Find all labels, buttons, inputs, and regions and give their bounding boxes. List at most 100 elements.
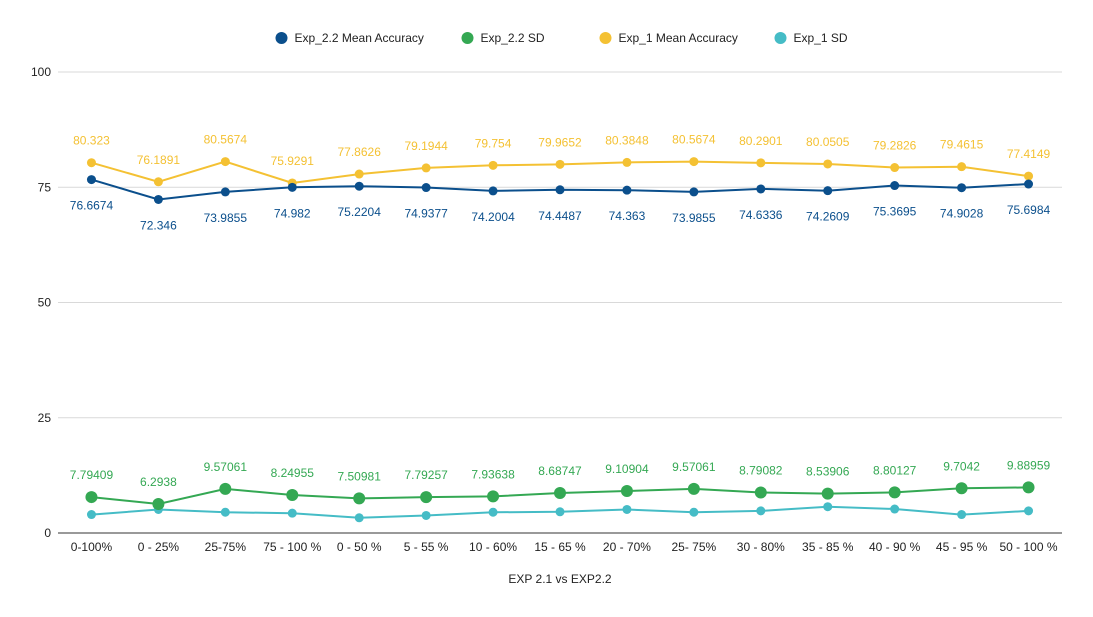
data-point[interactable] bbox=[153, 194, 163, 204]
data-point[interactable] bbox=[1022, 481, 1035, 494]
data-point[interactable] bbox=[622, 185, 632, 195]
data-label: 7.79257 bbox=[404, 468, 448, 482]
data-point[interactable] bbox=[86, 510, 96, 520]
x-tick-label: 15 - 65 % bbox=[534, 540, 586, 554]
data-point[interactable] bbox=[220, 157, 230, 167]
data-point[interactable] bbox=[823, 186, 833, 196]
data-label: 77.8626 bbox=[338, 145, 382, 159]
legend-marker bbox=[774, 32, 787, 44]
data-label: 73.9855 bbox=[672, 211, 716, 225]
legend-marker bbox=[461, 32, 474, 44]
data-label: 8.68747 bbox=[538, 464, 582, 478]
data-point[interactable] bbox=[890, 181, 900, 191]
x-axis-title: EXP 2.1 vs EXP2.2 bbox=[508, 572, 611, 586]
data-point[interactable] bbox=[620, 485, 633, 498]
data-point[interactable] bbox=[890, 163, 900, 173]
legend-marker bbox=[599, 32, 612, 44]
data-label: 8.24955 bbox=[271, 466, 315, 480]
data-point[interactable] bbox=[86, 158, 96, 168]
data-point[interactable] bbox=[957, 183, 967, 193]
data-point[interactable] bbox=[754, 486, 767, 499]
data-label: 79.1944 bbox=[404, 139, 448, 153]
data-point[interactable] bbox=[220, 507, 230, 517]
data-point[interactable] bbox=[487, 490, 500, 503]
data-point[interactable] bbox=[354, 181, 364, 191]
data-label: 79.2826 bbox=[873, 139, 917, 153]
data-point[interactable] bbox=[488, 160, 498, 170]
x-tick-label: 25- 75% bbox=[672, 540, 717, 554]
data-label: 9.57061 bbox=[672, 460, 716, 474]
data-point[interactable] bbox=[354, 513, 364, 523]
data-label: 80.5674 bbox=[204, 133, 248, 147]
data-point[interactable] bbox=[756, 158, 766, 168]
data-point[interactable] bbox=[957, 510, 967, 520]
data-point[interactable] bbox=[353, 492, 366, 505]
legend-item[interactable]: Exp_1 Mean Accuracy bbox=[599, 31, 738, 45]
x-tick-label: 0 - 25% bbox=[138, 540, 180, 554]
data-point[interactable] bbox=[219, 482, 232, 495]
data-point[interactable] bbox=[622, 157, 632, 167]
data-point[interactable] bbox=[756, 506, 766, 516]
data-point[interactable] bbox=[689, 157, 699, 167]
y-tick-label: 100 bbox=[31, 65, 51, 79]
data-point[interactable] bbox=[821, 487, 834, 500]
data-point[interactable] bbox=[823, 502, 833, 512]
data-point[interactable] bbox=[955, 482, 968, 495]
data-point[interactable] bbox=[756, 184, 766, 194]
data-point[interactable] bbox=[957, 162, 967, 172]
data-point[interactable] bbox=[85, 491, 98, 504]
x-tick-label: 30 - 80% bbox=[737, 540, 785, 554]
data-point[interactable] bbox=[286, 488, 299, 501]
data-label: 8.80127 bbox=[873, 463, 917, 477]
data-point[interactable] bbox=[421, 163, 431, 173]
data-point[interactable] bbox=[86, 175, 96, 185]
data-point[interactable] bbox=[689, 507, 699, 517]
data-point[interactable] bbox=[1024, 506, 1034, 516]
data-point[interactable] bbox=[153, 177, 163, 187]
data-point[interactable] bbox=[555, 507, 565, 517]
data-point[interactable] bbox=[687, 482, 700, 495]
data-point[interactable] bbox=[287, 182, 297, 192]
data-point[interactable] bbox=[421, 510, 431, 520]
data-point[interactable] bbox=[554, 486, 566, 499]
data-point[interactable] bbox=[1024, 171, 1034, 181]
legend-item[interactable]: Exp_2.2 Mean Accuracy bbox=[275, 31, 424, 45]
data-point[interactable] bbox=[689, 187, 699, 197]
data-point[interactable] bbox=[622, 504, 632, 514]
data-point[interactable] bbox=[354, 169, 364, 179]
data-point[interactable] bbox=[555, 159, 565, 169]
data-label: 75.9291 bbox=[271, 154, 315, 168]
data-label: 8.79082 bbox=[739, 463, 783, 477]
data-point[interactable] bbox=[555, 185, 565, 195]
legend-item[interactable]: Exp_2.2 SD bbox=[461, 31, 545, 45]
data-point[interactable] bbox=[220, 187, 230, 197]
data-label: 75.2204 bbox=[338, 205, 382, 219]
data-label: 80.5674 bbox=[672, 133, 716, 147]
data-point[interactable] bbox=[823, 159, 833, 169]
data-label: 74.982 bbox=[274, 206, 311, 220]
data-label: 9.7042 bbox=[943, 459, 980, 473]
data-label: 74.363 bbox=[609, 209, 646, 223]
x-tick-label: 40 - 90 % bbox=[869, 540, 921, 554]
data-label: 76.6674 bbox=[70, 199, 114, 213]
data-label: 79.754 bbox=[475, 136, 512, 150]
data-point[interactable] bbox=[420, 491, 433, 504]
data-label: 7.50981 bbox=[338, 469, 382, 483]
x-tick-label: 20 - 70% bbox=[603, 540, 651, 554]
data-point[interactable] bbox=[488, 507, 498, 517]
data-point[interactable] bbox=[421, 183, 431, 193]
x-tick-label: 0-100% bbox=[71, 540, 113, 554]
legend-item[interactable]: Exp_1 SD bbox=[774, 31, 848, 45]
y-tick-label: 50 bbox=[38, 296, 52, 310]
data-point[interactable] bbox=[152, 497, 165, 510]
data-point[interactable] bbox=[1024, 179, 1034, 189]
data-point[interactable] bbox=[287, 508, 297, 518]
data-label: 80.2901 bbox=[739, 134, 783, 148]
data-label: 72.346 bbox=[140, 218, 177, 232]
data-point[interactable] bbox=[488, 186, 498, 196]
data-label: 80.0505 bbox=[806, 135, 850, 149]
data-label: 79.4615 bbox=[940, 138, 984, 152]
data-point[interactable] bbox=[888, 486, 901, 499]
data-point[interactable] bbox=[890, 504, 900, 514]
x-tick-label: 75 - 100 % bbox=[263, 540, 321, 554]
